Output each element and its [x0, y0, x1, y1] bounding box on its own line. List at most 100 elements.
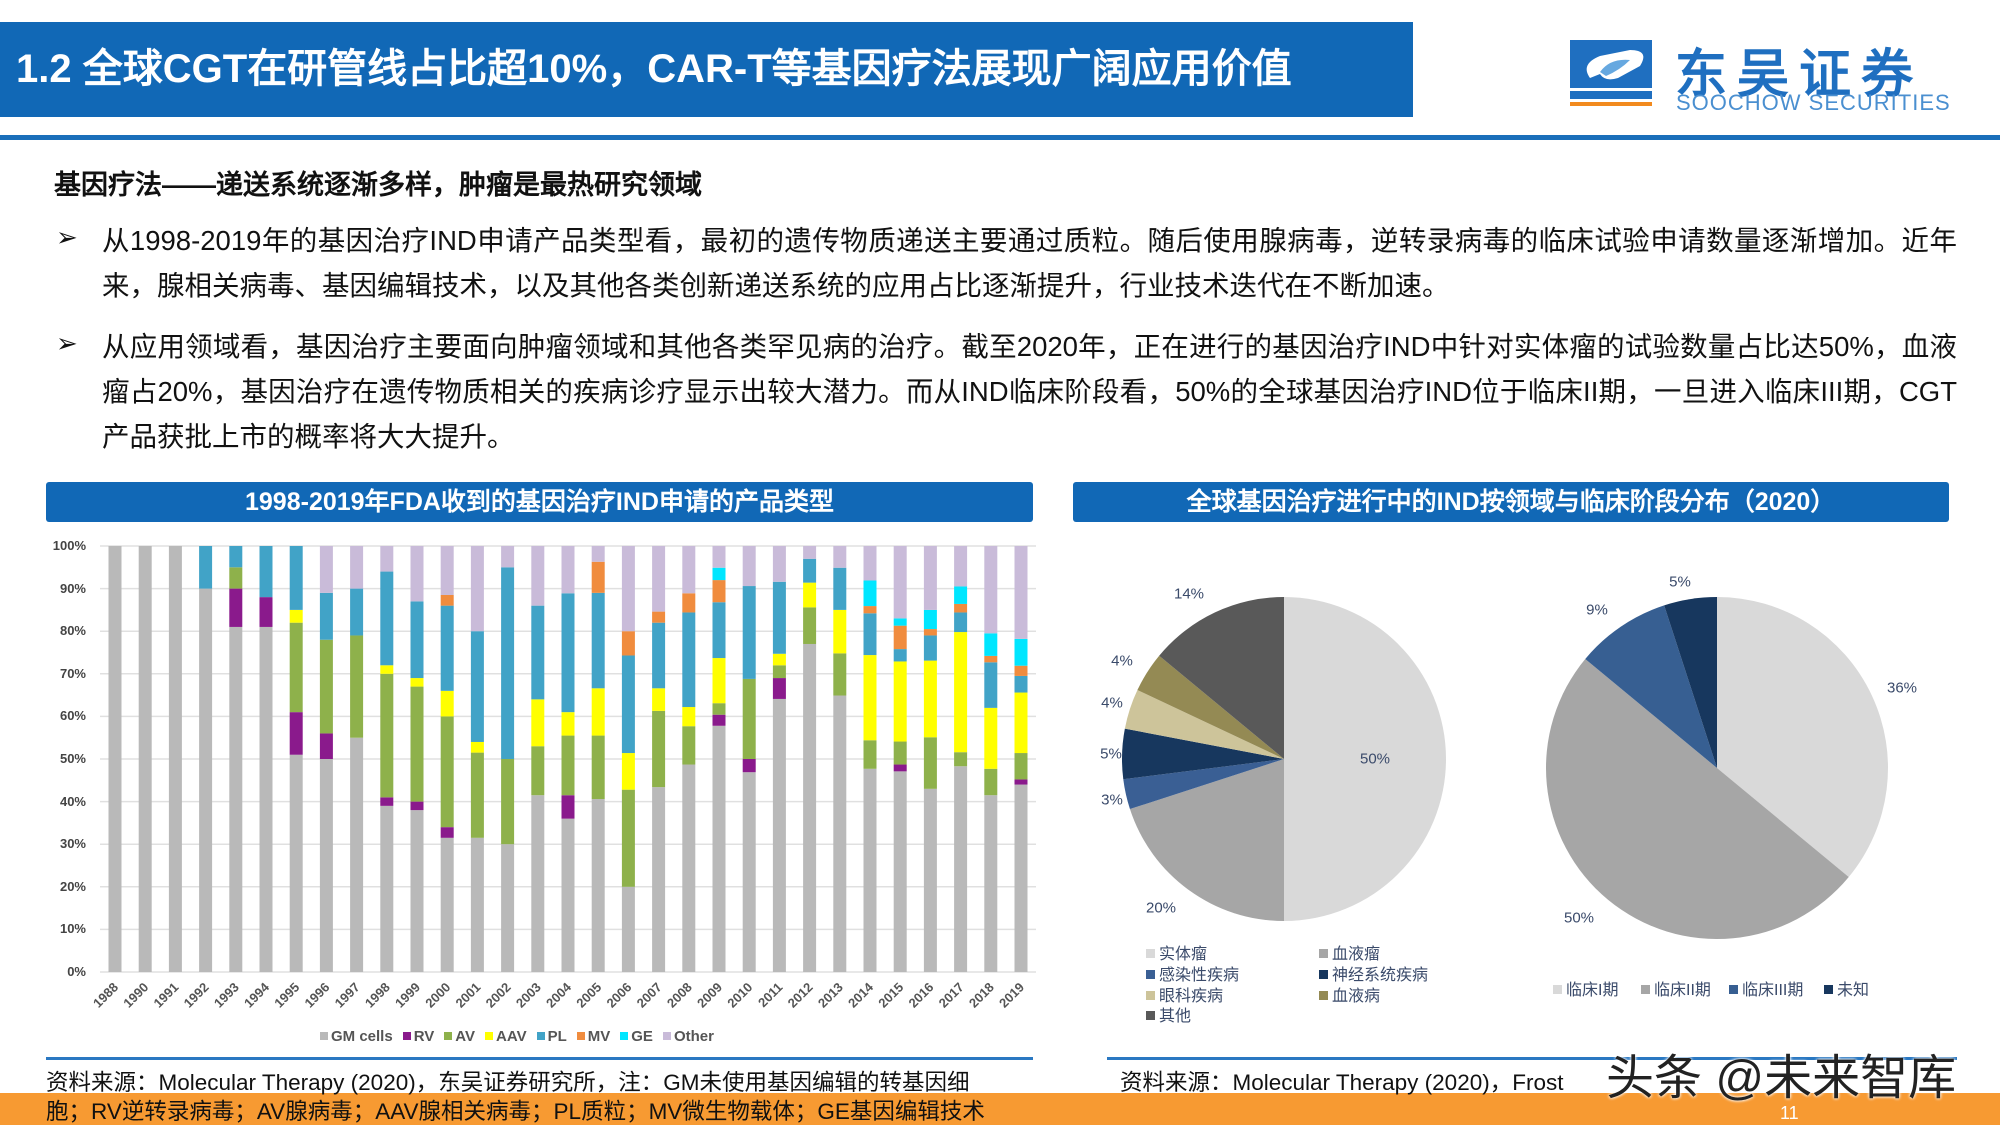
x-tick-label: 2018: [966, 980, 997, 1011]
legend-label: 血液瘤: [1332, 946, 1381, 963]
bar-segment-av-2015: [893, 741, 907, 765]
bar-segment-other-2016: [923, 546, 937, 610]
bar-segment-mv-2015: [893, 625, 907, 650]
legend-label: 未知: [1837, 982, 1870, 999]
bar-segment-av-2014: [863, 740, 877, 769]
bar-segment-av-2007: [652, 710, 666, 788]
x-tick-label: 2003: [513, 980, 544, 1011]
pie-legend-item: 实体瘤: [1146, 940, 1207, 964]
y-tick-label: 60%: [59, 708, 86, 724]
bar-segment-pl-2015: [893, 649, 907, 662]
legend-label: PL: [547, 1028, 567, 1045]
bar-segment-other-2002: [501, 546, 515, 568]
bar-segment-av-2003: [531, 746, 545, 796]
legend-swatch: [1641, 985, 1650, 994]
bar-segment-pl-2010: [742, 586, 756, 679]
left-source-line-1: 资料来源：Molecular Therapy (2020)，东吴证券研究所，注：…: [46, 1070, 970, 1095]
bar-segment-other-2010: [742, 546, 756, 587]
pie-slice: [1122, 728, 1284, 780]
bar-segment-rv-2015: [893, 764, 907, 772]
bar-segment-other-2001: [470, 546, 484, 632]
pie-slice: [1124, 690, 1284, 759]
pie-chart-heading: 全球基因治疗进行中的IND按领域与临床阶段分布（2020）: [1073, 482, 1949, 522]
page-number: 11: [1780, 1103, 1799, 1123]
y-tick-label: 100%: [52, 538, 86, 553]
bar-segment-gm-cells-2007: [652, 787, 666, 972]
pie-data-label: 50%: [1563, 909, 1595, 927]
y-tick-label: 80%: [59, 623, 86, 639]
bar-segment-rv-1995: [289, 712, 303, 755]
bar-chart-heading: 1998-2019年FDA收到的基因治疗IND申请的产品类型: [46, 482, 1033, 522]
bar-segment-other-2000: [440, 546, 454, 595]
bar-segment-aav-1995: [289, 609, 303, 623]
bullet-text: 从应用领域看，基因治疗主要面向肿瘤领域和其他各类罕见病的治疗。截至2020年，正…: [102, 331, 1957, 452]
legend-label: 神经系统疾病: [1332, 967, 1429, 984]
bar-segment-gm-cells-2017: [954, 766, 968, 972]
legend-item: Other: [662, 1028, 714, 1045]
bar-segment-av-2001: [470, 752, 484, 838]
source-divider-left: [46, 1057, 1033, 1060]
bar-segment-rv-1994: [259, 597, 273, 627]
x-tick-label: 2015: [875, 980, 906, 1011]
legend-item: AV: [444, 1028, 475, 1045]
pie-data-label: 5%: [1100, 745, 1122, 763]
legend-item: AAV: [485, 1028, 527, 1045]
bar-segment-other-2005: [591, 546, 605, 562]
bar-segment-av-1999: [410, 686, 424, 802]
logo-english-name: SOOCHOW SECURITIES: [1676, 90, 1951, 115]
scs-logo-icon: [1570, 40, 1652, 106]
bar-segment-pl-2014: [863, 613, 877, 656]
bar-segment-pl-1993: [229, 546, 243, 568]
pie-chart-disease-area: [1122, 597, 1446, 921]
bar-segment-gm-cells-2014: [863, 768, 877, 972]
logo-chinese-name: 东吴证券: [1675, 46, 1924, 104]
bar-chart-bars: [108, 546, 1028, 972]
x-tick-label: 2016: [905, 980, 936, 1011]
bar-segment-aav-2009: [712, 658, 726, 704]
bar-segment-aav-2019: [1014, 692, 1028, 754]
bar-segment-gm-cells-1988: [108, 546, 122, 972]
legend-item: MV: [576, 1028, 610, 1045]
bar-segment-aav-1999: [410, 678, 424, 687]
legend-swatch: [536, 1032, 545, 1040]
bar-segment-other-2008: [682, 546, 696, 594]
legend-label: 临床I期: [1566, 982, 1619, 999]
bar-segment-gm-cells-2008: [682, 764, 696, 972]
legend-swatch: [402, 1032, 411, 1040]
bar-chart-gridlines: [100, 545, 1036, 973]
bar-segment-other-2014: [863, 546, 877, 581]
legend-swatch: [444, 1032, 453, 1040]
bar-segment-pl-1997: [350, 588, 364, 636]
legend-swatch: [576, 1032, 585, 1040]
bar-segment-mv-2019: [1014, 665, 1028, 676]
bar-segment-mv-2005: [591, 561, 605, 593]
legend-label: Other: [673, 1028, 714, 1045]
bar-segment-av-2002: [501, 759, 515, 845]
bar-segment-other-2019: [1014, 546, 1028, 639]
legend-label: RV: [413, 1028, 435, 1045]
pie-data-label: 20%: [1145, 899, 1177, 917]
bar-segment-rv-1993: [229, 588, 243, 627]
legend-swatch: [1319, 949, 1328, 958]
bar-segment-ge-2015: [893, 618, 907, 626]
pie-legend-item: 临床III期: [1729, 976, 1803, 1000]
bar-segment-mv-2016: [923, 629, 937, 636]
bar-chart-legend: GM cells RV AV AAV PL MV GE Other: [320, 1028, 724, 1045]
bar-segment-av-2009: [712, 703, 726, 715]
y-tick-label: 0%: [67, 964, 86, 979]
x-tick-label: 2019: [996, 980, 1027, 1011]
pie-slice: [1137, 655, 1284, 759]
x-tick-label: 2013: [815, 980, 846, 1011]
pie-legend-item: 临床I期: [1553, 976, 1618, 1000]
bar-segment-gm-cells-2019: [1014, 784, 1028, 972]
bar-segment-other-2017: [954, 546, 968, 587]
x-tick-label: 1996: [301, 980, 332, 1011]
pie-data-label: 9%: [1586, 601, 1608, 619]
pie-legend-item: 眼科疾病: [1146, 982, 1223, 1006]
legend-label: 眼科疾病: [1159, 988, 1224, 1005]
legend-label: AV: [455, 1028, 476, 1045]
bar-segment-pl-2004: [561, 593, 575, 713]
x-tick-label: 2011: [755, 980, 786, 1011]
legend-item: PL: [536, 1028, 567, 1045]
legend-label: 血液病: [1332, 988, 1381, 1005]
